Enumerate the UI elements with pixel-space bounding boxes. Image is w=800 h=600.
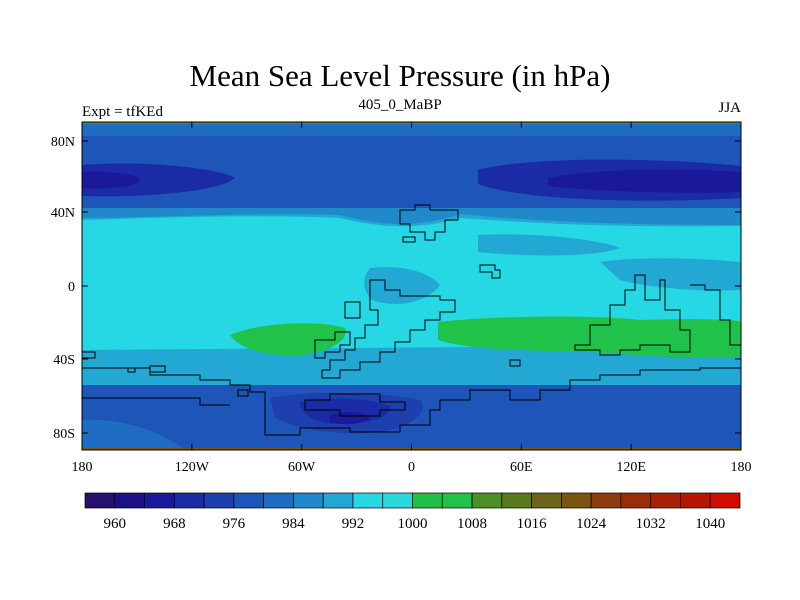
coastlines: [82, 204, 741, 436]
chart-title: Mean Sea Level Pressure (in hPa): [189, 58, 611, 93]
colorbar-swatch: [441, 492, 473, 509]
colorbar-label: 1024: [576, 516, 607, 532]
colorbar-label: 976: [223, 516, 246, 532]
colorbar-swatch: [680, 492, 711, 509]
lon-axis: 180 120W 60W 0 60E 120E 180: [72, 122, 752, 475]
colorbar-label: 1032: [636, 516, 666, 532]
lon-tick-label: 60W: [288, 460, 316, 475]
colorbar-swatch: [114, 492, 145, 509]
colorbar-swatch: [84, 492, 116, 509]
colorbar-label: 1008: [457, 516, 487, 532]
lon-tick-label: 180: [72, 460, 93, 475]
colorbar-label: 984: [282, 516, 305, 532]
time-label: 405_0_MaBP: [358, 97, 442, 113]
colorbar-swatch: [233, 492, 264, 509]
colorbar-swatch: [203, 492, 235, 509]
colorbar-swatch: [620, 492, 652, 509]
lon-tick-label: 120E: [616, 460, 646, 475]
colorbar-label: 1000: [398, 516, 428, 532]
lat-tick-label: 40S: [53, 353, 75, 368]
colorbar-label: 992: [342, 516, 365, 532]
lat-tick-label: 80N: [51, 135, 75, 150]
colorbar: 960 968 976 984 992 1000 1008 1016 1024 1032 1040: [84, 492, 741, 532]
colorbar-swatch: [501, 492, 532, 509]
colorbar-swatch: [382, 492, 413, 509]
colorbar-swatch: [531, 492, 562, 509]
lon-tick-label: 0: [408, 460, 415, 475]
colorbar-swatch: [352, 492, 384, 509]
colorbar-swatch: [293, 492, 324, 509]
colorbar-label: 1016: [517, 516, 548, 532]
colorbar-swatch: [173, 492, 205, 509]
lat-tick-label: 0: [68, 280, 75, 295]
lat-tick-label: 40N: [51, 206, 75, 221]
lon-tick-label: 180: [731, 460, 752, 475]
colorbar-label: 968: [163, 516, 186, 532]
colorbar-label: 960: [104, 516, 127, 532]
colorbar-swatch: [650, 492, 681, 509]
colorbar-swatch: [709, 492, 741, 509]
colorbar-swatch: [471, 492, 503, 509]
colorbar-label: 1040: [695, 516, 725, 532]
pressure-field: [82, 122, 741, 450]
colorbar-swatch: [590, 492, 622, 509]
colorbar-swatch: [412, 492, 443, 509]
lon-tick-label: 120W: [175, 460, 210, 475]
colorbar-swatch: [144, 492, 175, 509]
season-label: JJA: [718, 100, 741, 116]
colorbar-swatch: [322, 492, 354, 509]
colorbar-swatch: [263, 492, 294, 509]
colorbar-swatch: [561, 492, 592, 509]
lat-tick-label: 80S: [53, 427, 75, 442]
experiment-label: Expt = tfKEd: [82, 104, 163, 120]
lon-tick-label: 60E: [510, 460, 533, 475]
lat-axis: 80N 40N 0 40S 80S: [51, 135, 741, 442]
